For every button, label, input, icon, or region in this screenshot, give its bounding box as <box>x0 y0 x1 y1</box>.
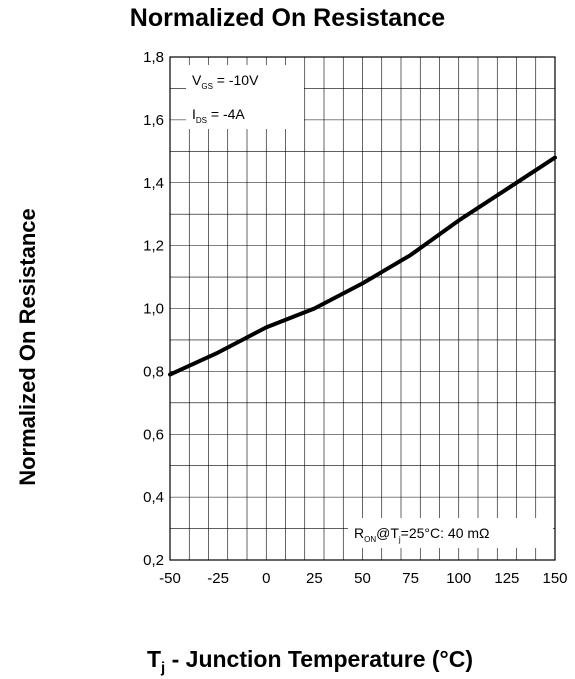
ids-rest: = -4A <box>207 106 245 122</box>
y-tick-label: 1,4 <box>143 175 164 192</box>
chart-title: Normalized On Resistance <box>129 4 446 32</box>
ron-sub: ON <box>364 535 376 544</box>
vgs-main: V <box>192 72 202 88</box>
y-tick-label: 0,2 <box>143 552 164 569</box>
y-tick-label: 1,0 <box>143 301 164 318</box>
y-tick-label: 1,8 <box>143 49 164 66</box>
ron-annotation: RON@Tj=25°C: 40 mΩ <box>354 525 490 544</box>
ids-sub: DS <box>196 116 207 125</box>
x-tick-label: 25 <box>306 570 323 587</box>
vgs-annotation: VGS = -10V <box>192 72 259 91</box>
x-tick-label: 150 <box>542 570 567 587</box>
y-tick-label: 1,6 <box>143 112 164 129</box>
x-tick-label: 100 <box>446 570 471 587</box>
vgs-rest: = -10V <box>213 72 259 88</box>
x-axis-label-rest: - Junction Temperature (°C) <box>165 646 474 672</box>
minor-grid <box>170 57 555 560</box>
y-tick-label: 0,4 <box>143 489 164 506</box>
ron-main: R <box>354 525 364 541</box>
ids-main: I <box>192 106 196 122</box>
x-tick-label: 75 <box>402 570 419 587</box>
y-tick-label: 1,2 <box>143 238 164 255</box>
x-tick-label: -25 <box>207 570 229 587</box>
x-axis-label: Tj - Junction Temperature (°C) <box>0 646 575 677</box>
ron-sub2: j <box>398 535 401 544</box>
x-axis-label-main: T <box>146 646 162 672</box>
x-axis-label-sub: j <box>161 659 166 677</box>
tick-labels: -50 -25 0 25 50 75 100 125 150 0,2 0,4 0,6 0,8 1,0 1,2… <box>143 49 567 587</box>
ron-box <box>348 518 553 548</box>
ron-rest: =25°C: 40 mΩ <box>401 525 490 541</box>
plot-frame <box>169 56 556 561</box>
vgs-sub: GS <box>201 82 213 91</box>
ids-annotation: IDS = -4A <box>192 106 245 125</box>
x-tick-label: 125 <box>494 570 519 587</box>
x-tick-label: 0 <box>262 570 270 587</box>
y-tick-label: 0,6 <box>143 426 164 443</box>
x-tick-label: 50 <box>354 570 371 587</box>
data-series <box>168 155 557 377</box>
y-tick-label: 0,8 <box>143 363 164 380</box>
conditions-box <box>186 65 304 129</box>
ron-mid: @T <box>376 525 399 541</box>
x-tick-label: -50 <box>159 570 181 587</box>
